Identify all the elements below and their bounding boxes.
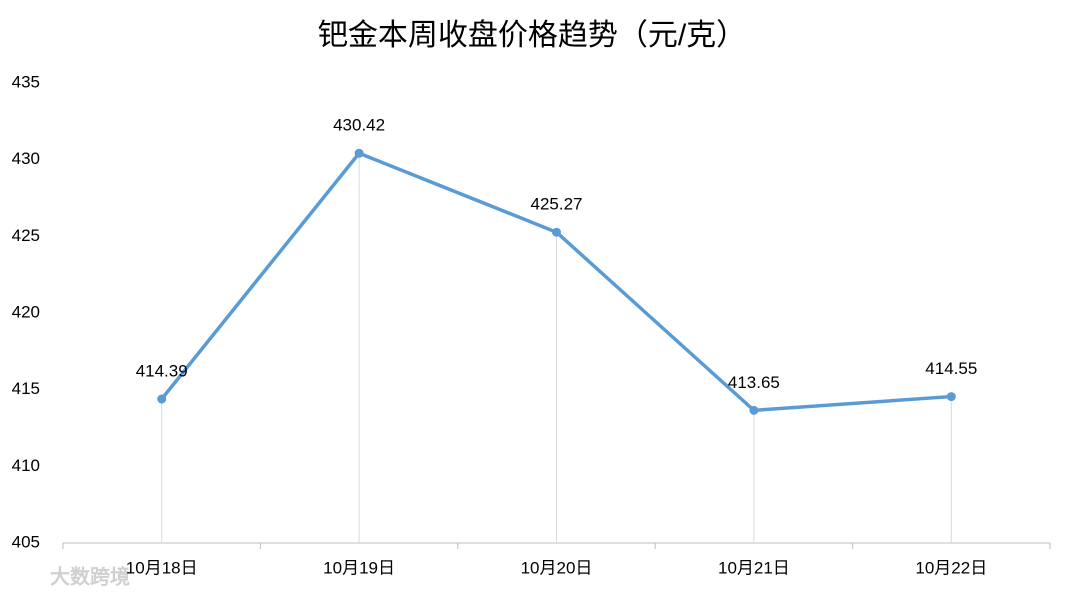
data-label: 414.55 bbox=[925, 359, 977, 378]
marker bbox=[749, 405, 759, 415]
x-tick-label: 10月18日 bbox=[126, 558, 198, 577]
y-tick-label: 425 bbox=[12, 226, 40, 245]
marker bbox=[946, 392, 956, 402]
y-tick-label: 420 bbox=[12, 302, 40, 321]
y-tick-label: 435 bbox=[12, 72, 40, 91]
data-label: 414.39 bbox=[136, 362, 188, 381]
y-tick-label: 430 bbox=[12, 149, 40, 168]
marker bbox=[354, 148, 364, 158]
y-tick-label: 410 bbox=[12, 456, 40, 475]
x-tick-label: 10月19日 bbox=[323, 558, 395, 577]
marker bbox=[552, 227, 561, 237]
x-tick-label: 10月20日 bbox=[521, 558, 593, 577]
watermark: 大数跨境 bbox=[50, 564, 130, 588]
y-tick-label: 405 bbox=[12, 532, 40, 551]
data-label: 413.65 bbox=[728, 373, 780, 392]
chart-title: 钯金本周收盘价格趋势（元/克） bbox=[318, 19, 746, 52]
y-tick-label: 415 bbox=[12, 379, 40, 398]
data-label: 425.27 bbox=[531, 195, 583, 214]
data-label: 430.42 bbox=[333, 116, 385, 135]
marker bbox=[157, 394, 167, 404]
x-tick-label: 10月22日 bbox=[915, 558, 987, 577]
x-tick-label: 10月21日 bbox=[718, 558, 790, 577]
